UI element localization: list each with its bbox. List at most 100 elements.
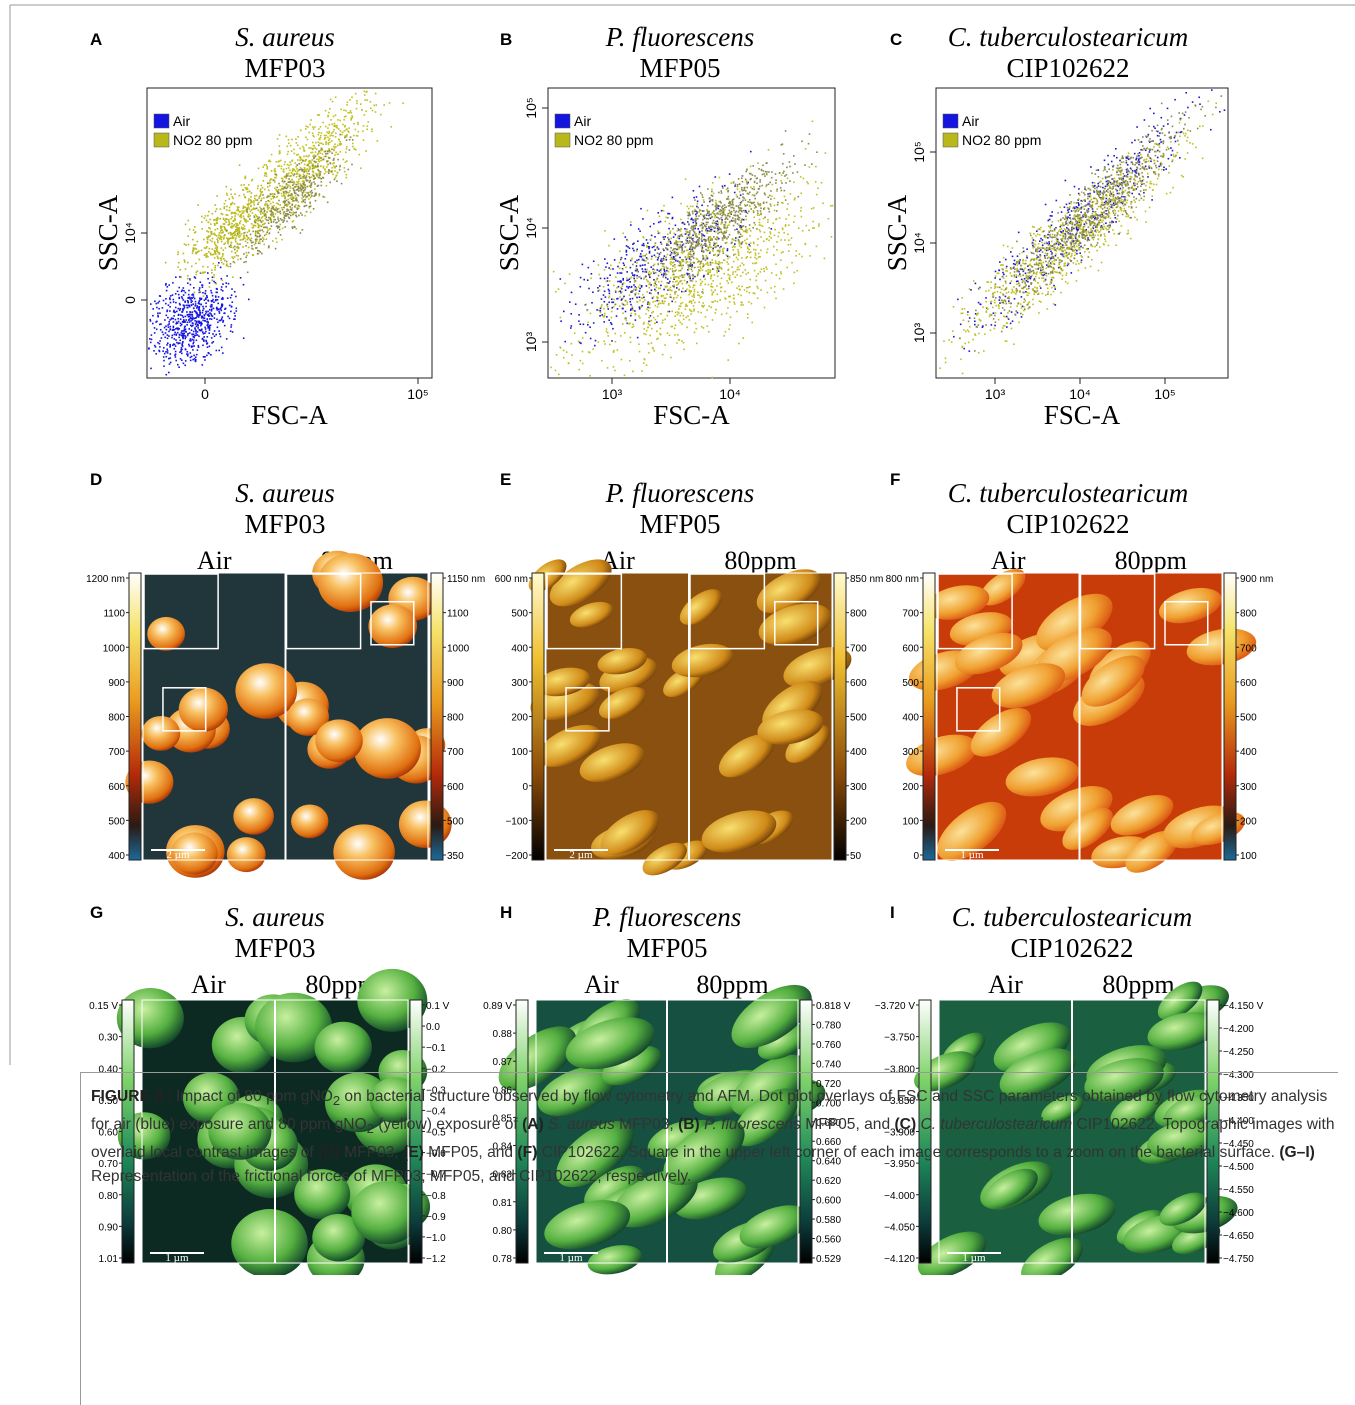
scatter-dot [670, 252, 673, 254]
scatter-dot [692, 257, 695, 259]
scatter-dot [678, 229, 680, 231]
scatter-dot [675, 269, 678, 271]
scatter-dot [168, 371, 170, 374]
scatter-dot [213, 232, 216, 235]
scatter-dot [716, 255, 719, 257]
scatter-dot [238, 206, 240, 208]
scatter-dot [673, 297, 675, 299]
scatter-dot [668, 310, 671, 313]
scatter-dot [723, 247, 725, 250]
scatter-dot [308, 191, 310, 194]
scatter-dot [302, 175, 305, 178]
scatter-dot [767, 149, 770, 151]
scatter-dot [310, 151, 312, 154]
scatter-dot [641, 370, 643, 372]
scatter-dot [711, 225, 714, 228]
scatter-dot [243, 225, 246, 227]
scatter-dot [268, 245, 270, 247]
scatter-dot [224, 227, 226, 229]
scatter-dot [672, 258, 674, 260]
scatter-dot [740, 294, 742, 297]
scatter-dot [233, 312, 236, 314]
scatter-dot [201, 311, 204, 314]
scatter-dot [218, 308, 220, 311]
scatter-dot [671, 262, 674, 264]
scatter-dot [229, 246, 232, 248]
scatter-dot [813, 227, 815, 229]
scatter-dot [343, 116, 346, 118]
scatter-dot [788, 224, 790, 226]
scatter-dot [660, 280, 663, 283]
scatter-dot [738, 231, 741, 234]
scatter-dot [614, 289, 617, 292]
scatter-dot [731, 201, 734, 204]
scatter-dot [689, 253, 691, 255]
scatter-dot [200, 324, 202, 327]
scatter-dot [1013, 298, 1016, 300]
scatter-dot [1069, 220, 1072, 223]
scatter-dot [269, 210, 271, 212]
scatter-dot [1179, 131, 1182, 134]
scatter-dot [285, 187, 288, 190]
scatter-dot [301, 176, 304, 178]
scatter-dot [345, 148, 348, 150]
scatter-dot [694, 301, 696, 304]
scatter-dot [710, 275, 712, 278]
scatter-dot [178, 302, 181, 305]
scatter-dot [261, 197, 263, 200]
scatter-dot [592, 322, 595, 324]
scatter-dot [688, 258, 691, 260]
scatter-dot [244, 196, 246, 198]
scatter-dot [1223, 109, 1226, 111]
scatter-dot [1070, 210, 1073, 212]
scatter-dot [333, 122, 336, 125]
scatter-dot [402, 102, 404, 104]
scatter-dot [754, 175, 756, 177]
scatter-dot [748, 292, 751, 294]
scatter-dot [264, 217, 267, 220]
scatter-dot [324, 168, 326, 170]
scatter-dot [270, 170, 273, 172]
scatter-dot [640, 297, 643, 299]
scatter-dot [758, 218, 761, 221]
scatter-dot [736, 188, 739, 190]
scatter-dot [215, 208, 218, 210]
scatter-dot [177, 307, 180, 310]
scatter-dot [629, 309, 632, 311]
scatter-dot [750, 173, 752, 175]
scatter-dot [645, 271, 648, 273]
scatter-dot [274, 247, 277, 250]
scatter-dot [205, 219, 208, 222]
scatter-dot [195, 252, 197, 255]
scatter-dot [1110, 206, 1112, 208]
scatter-dot [1134, 170, 1136, 173]
scatter-dot [166, 334, 169, 336]
scatter-dot [733, 207, 735, 210]
scatter-dot [297, 144, 299, 147]
scatter-dot [800, 192, 802, 195]
scatter-dot [637, 240, 639, 242]
scatter-dot [704, 224, 706, 227]
scatter-dot [260, 225, 263, 228]
scatter-dot [217, 239, 219, 242]
scatter-dot [234, 252, 237, 254]
scatter-dot [691, 210, 694, 213]
scatter-dot [210, 292, 213, 294]
scatter-dot [243, 232, 245, 234]
scatter-dot [203, 336, 205, 338]
scatter-dot [206, 336, 209, 338]
scatter-dot [771, 183, 774, 186]
scatter-dot [324, 109, 327, 112]
scatter-dot [322, 143, 324, 146]
scatter-dot [236, 209, 238, 212]
scatter-dot [243, 253, 245, 255]
scatter-dot [188, 321, 191, 323]
scatter-dot [1010, 302, 1012, 305]
scatter-dot [1063, 206, 1066, 208]
scatter-dot [340, 108, 342, 111]
scatter-dot [570, 327, 572, 329]
scatter-dot [708, 214, 710, 217]
scatter-dot [257, 201, 260, 204]
scatter-dot [676, 342, 678, 344]
